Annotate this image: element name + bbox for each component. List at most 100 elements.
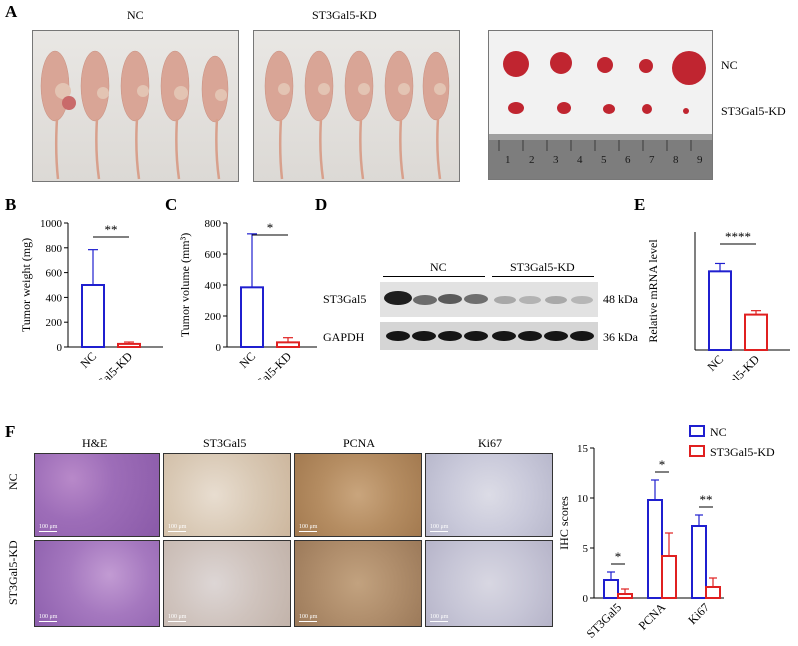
- mice-photo-nc: [32, 30, 239, 182]
- y-tick-label: 15: [577, 443, 589, 455]
- y-tick-label: 200: [46, 317, 63, 329]
- panel-letter-f: F: [5, 422, 16, 441]
- y-tick-label: 800: [46, 243, 63, 255]
- mice-label-nc: NC: [127, 8, 144, 22]
- chart-tumor-weight: Tumor weight (mg)02004006008001000NCST3G…: [19, 218, 163, 380]
- chart-tumor-volume: Tumor volume (mm³)0200400600800NCST3Gal5…: [178, 218, 317, 380]
- y-axis-label: IHC scores: [560, 496, 571, 550]
- y-tick-label: 10: [577, 493, 589, 505]
- ruler-number: 7: [649, 154, 655, 166]
- ihc-row-nc: NC: [6, 473, 20, 490]
- x-tick-label: Ki67: [685, 600, 712, 627]
- ruler-number: 1: [505, 154, 511, 166]
- tumor-photo: 1 2 3 4 5 6 7 8 9: [488, 30, 713, 180]
- y-tick-label: 600: [46, 268, 63, 280]
- tumor-label-kd: ST3Gal5-KD: [721, 104, 786, 118]
- ihc-he-nc: 100 μm: [34, 453, 160, 537]
- bar-ki67-nc: [691, 525, 707, 599]
- x-tick-label: NC: [236, 349, 258, 371]
- bar-st3gal5-kd: [744, 313, 768, 351]
- ihc-col-pcna: PCNA: [343, 436, 376, 450]
- bar-pcna-nc: [647, 499, 663, 599]
- blot-kda-36: 36 kDa: [603, 330, 638, 344]
- panel-letter-b: B: [5, 195, 17, 214]
- legend-swatch: [689, 425, 705, 437]
- panel-letter-e: E: [634, 195, 646, 214]
- scale-bar-label: 100 μm: [430, 614, 449, 622]
- bar-nc: [708, 270, 732, 351]
- ihc-ki67-kd: 100 μm: [425, 540, 553, 627]
- scale-bar-label: 100 μm: [39, 524, 58, 532]
- y-tick-label: 1000: [40, 218, 63, 230]
- x-tick-label: ST3Gal5: [584, 600, 625, 641]
- chart-ihc-scores: IHC scores 0 5 10 15 ST3Gal5 * PCNA * Ki67 ** NC ST3…: [560, 425, 775, 641]
- ihc-pcna-nc: 100 μm: [294, 453, 422, 537]
- bar-nc: [240, 286, 264, 348]
- y-tick-label: 400: [205, 280, 222, 292]
- y-tick-label: 800: [205, 218, 222, 230]
- blot-line-kd: [492, 276, 594, 277]
- significance-mark: *: [267, 220, 274, 235]
- ihc-col-st3gal5: ST3Gal5: [203, 436, 247, 450]
- legend-label: NC: [710, 425, 727, 439]
- ruler-number: 5: [601, 154, 607, 166]
- y-axis-label: Tumor weight (mg): [19, 238, 33, 332]
- blot-st3gal5: [380, 282, 598, 317]
- blot-st3gal5-bands: [384, 291, 593, 305]
- scale-bar-label: 100 μm: [430, 524, 449, 532]
- blot-line-nc: [383, 276, 485, 277]
- significance-mark: **: [700, 492, 713, 507]
- bar-pcna-kd: [661, 555, 677, 599]
- significance-mark: *: [659, 457, 666, 472]
- tumor-drawing: 1 2 3 4 5 6 7 8 9: [489, 51, 712, 179]
- bar-ki67-kd: [705, 586, 721, 599]
- ihc-row-kd: ST3Gal5-KD: [6, 540, 20, 605]
- scale-bar-label: 100 μm: [299, 614, 318, 622]
- ruler-number: 6: [625, 154, 631, 166]
- scale-bar-label: 100 μm: [168, 614, 187, 622]
- y-tick-label: 0: [216, 342, 222, 354]
- blot-row-gapdh: GAPDH: [323, 330, 365, 344]
- scale-bar-label: 100 μm: [299, 524, 318, 532]
- ruler-number: 2: [529, 154, 535, 166]
- y-tick-label: 0: [583, 593, 589, 605]
- panel-letter-c: C: [165, 195, 178, 214]
- ihc-he-kd: 100 μm: [34, 540, 160, 627]
- ruler-number: 9: [697, 154, 703, 166]
- panel-letter-d: D: [315, 195, 328, 214]
- ihc-st3gal5-kd: 100 μm: [163, 540, 291, 627]
- ihc-pcna-kd: 100 μm: [294, 540, 422, 627]
- blot-kda-48: 48 kDa: [603, 292, 638, 306]
- bar-st3gal5-nc: [603, 579, 619, 599]
- mice-kd-drawing: [264, 50, 450, 180]
- y-tick-label: 200: [205, 311, 222, 323]
- bar-st3gal5-kd: [617, 593, 633, 599]
- ihc-ki67-nc: 100 μm: [425, 453, 553, 537]
- mice-photo-kd: [253, 30, 460, 182]
- ihc-col-ki67: Ki67: [478, 436, 502, 450]
- scale-bar-label: 100 μm: [168, 524, 187, 532]
- y-tick-label: 5: [583, 543, 589, 555]
- significance-mark: *: [615, 549, 622, 564]
- x-tick-label: NC: [77, 349, 99, 371]
- ruler-number: 8: [673, 154, 679, 166]
- y-tick-label: 0: [57, 342, 63, 354]
- x-tick-label: PCNA: [636, 600, 669, 633]
- legend-label: ST3Gal5-KD: [710, 445, 775, 459]
- y-tick-label: 400: [46, 292, 63, 304]
- significance-mark: **: [105, 222, 118, 237]
- panel-letter-a: A: [5, 2, 18, 21]
- ruler-number: 4: [577, 154, 583, 166]
- ihc-st3gal5-nc: 100 μm: [163, 453, 291, 537]
- ihc-col-he: H&E: [82, 436, 108, 450]
- legend-swatch: [689, 445, 705, 457]
- scale-bar-label: 100 μm: [39, 614, 58, 622]
- x-tick-label: NC: [704, 352, 726, 374]
- mice-label-kd: ST3Gal5-KD: [312, 8, 377, 22]
- chart-mrna-level: Relative mRNA levelNCST3Gal5-KD****: [646, 229, 790, 380]
- blot-gapdh: [380, 322, 598, 350]
- tumor-label-nc: NC: [721, 58, 738, 72]
- ruler-number: 3: [553, 154, 559, 166]
- y-tick-label: 600: [205, 249, 222, 261]
- mice-nc-drawing: [40, 50, 229, 180]
